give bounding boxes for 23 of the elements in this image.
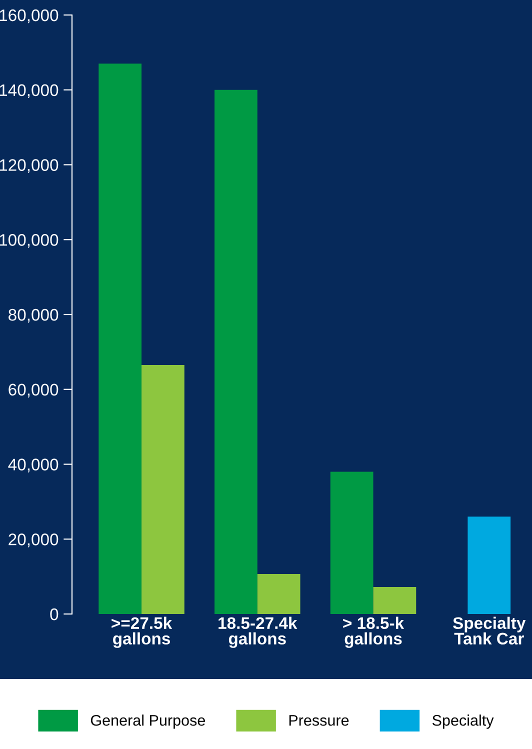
bar [98, 64, 142, 614]
bar [330, 472, 374, 614]
bar [214, 90, 258, 614]
y-tick-label: 120,000 [0, 159, 58, 173]
bar [142, 365, 184, 614]
y-tick-label: 0 [50, 608, 58, 620]
y-tick-label: 160,000 [0, 9, 58, 24]
y-tick-label: 80,000 [8, 308, 58, 323]
bar [257, 574, 300, 614]
bar [373, 587, 416, 614]
y-tick-label: 140,000 [0, 84, 58, 98]
x-tick-label: 18.5-27.4k gallons [218, 616, 298, 648]
y-tick-label: 40,000 [8, 458, 58, 472]
legend-label: General Purpose [90, 714, 205, 729]
y-tick-label: 100,000 [0, 234, 58, 248]
legend-label: Pressure [289, 715, 349, 726]
y-tick-label: 20,000 [8, 534, 58, 548]
x-tick-label: > 18.5-k gallons [343, 616, 404, 648]
legend-label: Specialty [432, 714, 494, 729]
x-tick-label: Specialty Tank Car [453, 616, 526, 645]
y-tick-label: 60,000 [8, 384, 58, 398]
x-tick-label: >=27.5k gallons [112, 616, 172, 648]
bar [468, 516, 511, 614]
